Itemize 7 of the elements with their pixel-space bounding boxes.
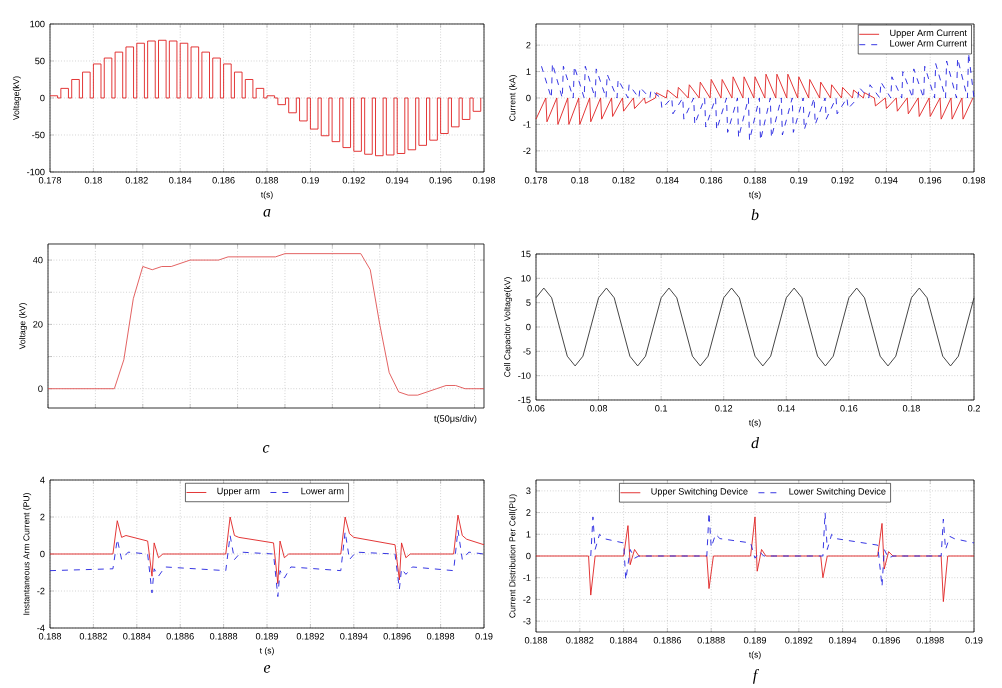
line-series — [535, 516, 975, 603]
line-series — [49, 529, 485, 597]
line-series — [535, 73, 974, 125]
line-series — [590, 512, 975, 587]
line-series — [535, 287, 975, 367]
line-series — [541, 52, 975, 141]
line-series — [49, 514, 485, 585]
